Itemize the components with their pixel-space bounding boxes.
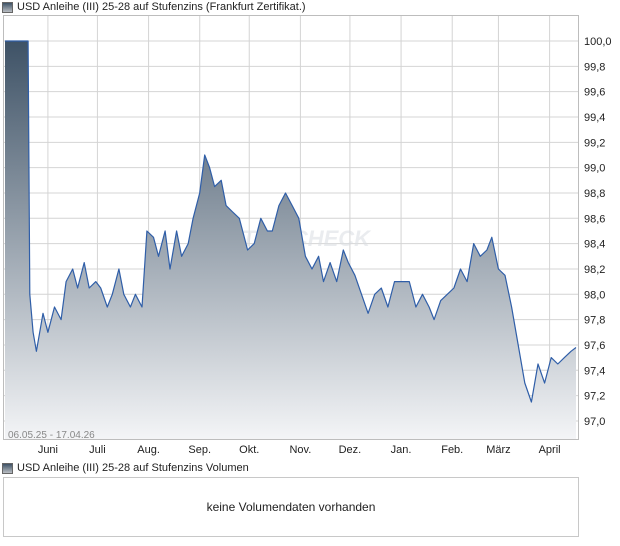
price-legend: USD Anleihe (III) 25-28 auf Stufenzins (… xyxy=(2,0,306,14)
y-tick-label: 98,2 xyxy=(584,264,605,276)
price-area-fill xyxy=(5,41,576,440)
x-tick-label: Juli xyxy=(89,444,106,456)
y-tick-label: 98,8 xyxy=(584,188,605,200)
y-tick-label: 100,0 xyxy=(584,36,612,48)
y-tick-label: 98,0 xyxy=(584,289,605,301)
y-tick-label: 99,8 xyxy=(584,61,605,73)
x-tick-label: Jan. xyxy=(391,444,412,456)
y-tick-label: 97,2 xyxy=(584,391,605,403)
y-tick-label: 97,0 xyxy=(584,416,605,428)
volume-legend-swatch xyxy=(2,462,13,474)
y-tick-label: 99,2 xyxy=(584,137,605,149)
x-tick-label: April xyxy=(539,444,561,456)
x-tick-label: Aug. xyxy=(137,444,160,456)
y-tick-label: 99,0 xyxy=(584,163,605,175)
x-tick-label: Dez. xyxy=(339,444,362,456)
price-line xyxy=(5,40,577,403)
volume-legend: USD Anleihe (III) 25-28 auf Stufenzins V… xyxy=(2,461,249,475)
price-legend-label: USD Anleihe (III) 25-28 auf Stufenzins (… xyxy=(17,1,306,13)
y-tick-label: 97,4 xyxy=(584,365,605,377)
price-legend-swatch xyxy=(2,1,13,13)
date-range-label: 06.05.25 - 17.04.26 xyxy=(8,430,95,441)
volume-panel: keine Volumendaten vorhanden xyxy=(3,477,579,537)
x-tick-label: März xyxy=(486,444,510,456)
plot-border xyxy=(3,15,579,440)
volume-legend-label: USD Anleihe (III) 25-28 auf Stufenzins V… xyxy=(17,462,249,474)
y-tick-label: 98,4 xyxy=(584,239,605,251)
x-tick-label: Feb. xyxy=(441,444,463,456)
x-tick-label: Okt. xyxy=(239,444,259,456)
y-tick-label: 98,6 xyxy=(584,213,605,225)
y-axis-labels: 100,0 99,8 99,6 99,4 99,2 99,0 98,8 98,6 98,4 98,… xyxy=(584,36,612,428)
x-tick-label: Juni xyxy=(38,444,58,456)
no-volume-message: keine Volumendaten vorhanden xyxy=(206,500,376,514)
y-tick-label: 99,4 xyxy=(584,112,605,124)
x-tick-label: Nov. xyxy=(289,444,311,456)
price-chart: AKTIENCHECK 06.05.25 - 17.04.26 100,099,… xyxy=(3,15,612,456)
y-tick-label: 97,6 xyxy=(584,340,605,352)
x-axis-labels: Juni Juli Aug. Sep. Okt. Nov. Dez. Jan. Feb. März… xyxy=(38,444,561,456)
x-tick-label: Sep. xyxy=(188,444,211,456)
y-tick-label: 97,8 xyxy=(584,315,605,327)
y-tick-label: 99,6 xyxy=(584,87,605,99)
